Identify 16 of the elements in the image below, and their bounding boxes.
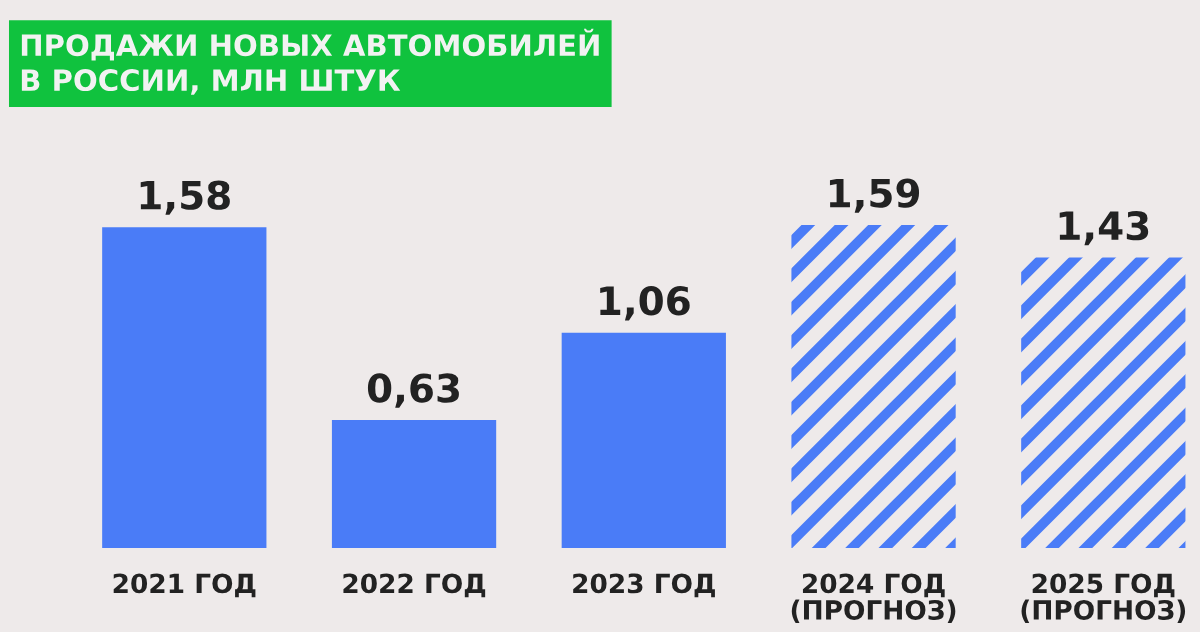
bar [331, 420, 497, 548]
data-label: 0,63 [367, 373, 459, 408]
chart-title: ПРОДАЖИ НОВЫХ АВТОМОБИЛЕЙ В РОССИИ, МЛН ШТУК [21, 28, 599, 95]
x-tick-label: 2025 ГОД (ПРОГНОЗ) [1021, 573, 1186, 624]
x-tick-label: 2023 ГОД [573, 573, 715, 598]
x-tick-label: 2024 ГОД (ПРОГНОЗ) [791, 573, 956, 624]
x-tick-label: 2022 ГОД [343, 573, 486, 598]
bar [1021, 257, 1186, 548]
data-label: 1,06 [600, 286, 690, 321]
data-label: 1,58 [140, 180, 230, 215]
bar [791, 225, 956, 548]
data-label: 1,59 [829, 178, 920, 213]
data-label: 1,43 [1059, 210, 1149, 246]
bar [102, 227, 267, 548]
x-tick-label: 2021 ГОД [113, 573, 256, 598]
bar [561, 332, 726, 548]
